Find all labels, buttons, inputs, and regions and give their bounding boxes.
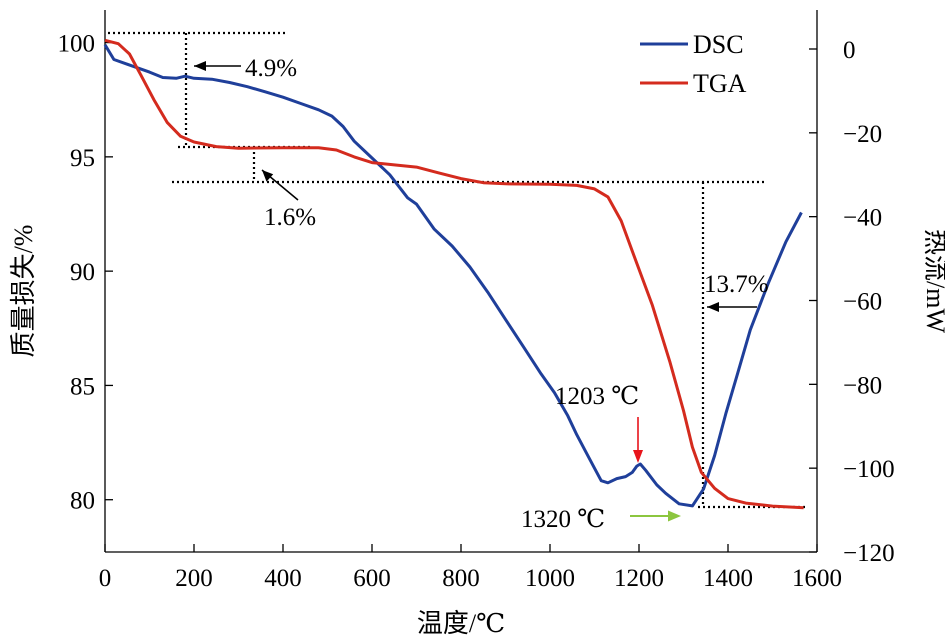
y-left-tick-label: 90	[70, 259, 95, 286]
y-right-tick-label: −60	[843, 289, 882, 316]
right-axis-ticks: 0 −20 −40 −60 −80 −100 −120	[809, 37, 895, 567]
x-axis-label: 温度/℃	[417, 609, 505, 638]
x-tick-label: 1000	[525, 565, 575, 592]
y-right-tick-label: −40	[843, 205, 882, 232]
x-tick-label: 200	[175, 565, 213, 592]
x-tick-label: 800	[442, 565, 480, 592]
x-tick-label: 1200	[614, 565, 664, 592]
x-tick-label: 0	[99, 565, 112, 592]
right-axis-label: 热流/mW	[921, 229, 945, 333]
annotation-1203-label: 1203 ℃	[555, 383, 639, 410]
annotation-13.7-arrowhead	[707, 302, 719, 312]
legend-label-dsc: DSC	[693, 30, 744, 59]
annotation-1.6-arrowhead	[262, 170, 274, 182]
annotation-4.9-label: 4.9%	[245, 55, 297, 82]
y-right-tick-label: −20	[843, 121, 882, 148]
left-axis-label: 质量损失/%	[9, 225, 38, 358]
legend: DSC TGA	[640, 30, 747, 98]
annotation-13.7-label: 13.7%	[704, 271, 769, 298]
left-axis-ticks: 80 85 90 95 100	[58, 31, 113, 515]
series-line-dsc	[103, 44, 803, 508]
annotation-1203-arrowhead	[633, 450, 643, 463]
annotation-1320-label: 1320 ℃	[521, 506, 605, 533]
y-right-tick-label: −120	[843, 540, 895, 567]
y-left-tick-label: 100	[58, 31, 96, 58]
legend-label-tga: TGA	[693, 69, 747, 98]
y-right-tick-label: −100	[843, 456, 895, 483]
y-left-tick-label: 80	[70, 488, 95, 515]
y-right-tick-label: 0	[843, 37, 856, 64]
y-right-tick-label: −80	[843, 372, 882, 399]
x-tick-label: 400	[264, 565, 302, 592]
y-left-tick-label: 95	[70, 145, 95, 172]
x-tick-label: 1600	[792, 565, 842, 592]
annotation-1320-arrowhead	[668, 510, 681, 522]
x-axis-ticks: 0 200 400 600 800 1000 1200 1400 1600	[99, 544, 842, 592]
annotation-1.6-label: 1.6%	[264, 204, 316, 231]
x-tick-label: 1400	[703, 565, 753, 592]
series-line-tga	[104, 38, 804, 510]
annotation-4.9-arrowhead	[194, 61, 206, 71]
y-left-tick-label: 85	[70, 373, 95, 400]
x-tick-label: 600	[353, 565, 391, 592]
